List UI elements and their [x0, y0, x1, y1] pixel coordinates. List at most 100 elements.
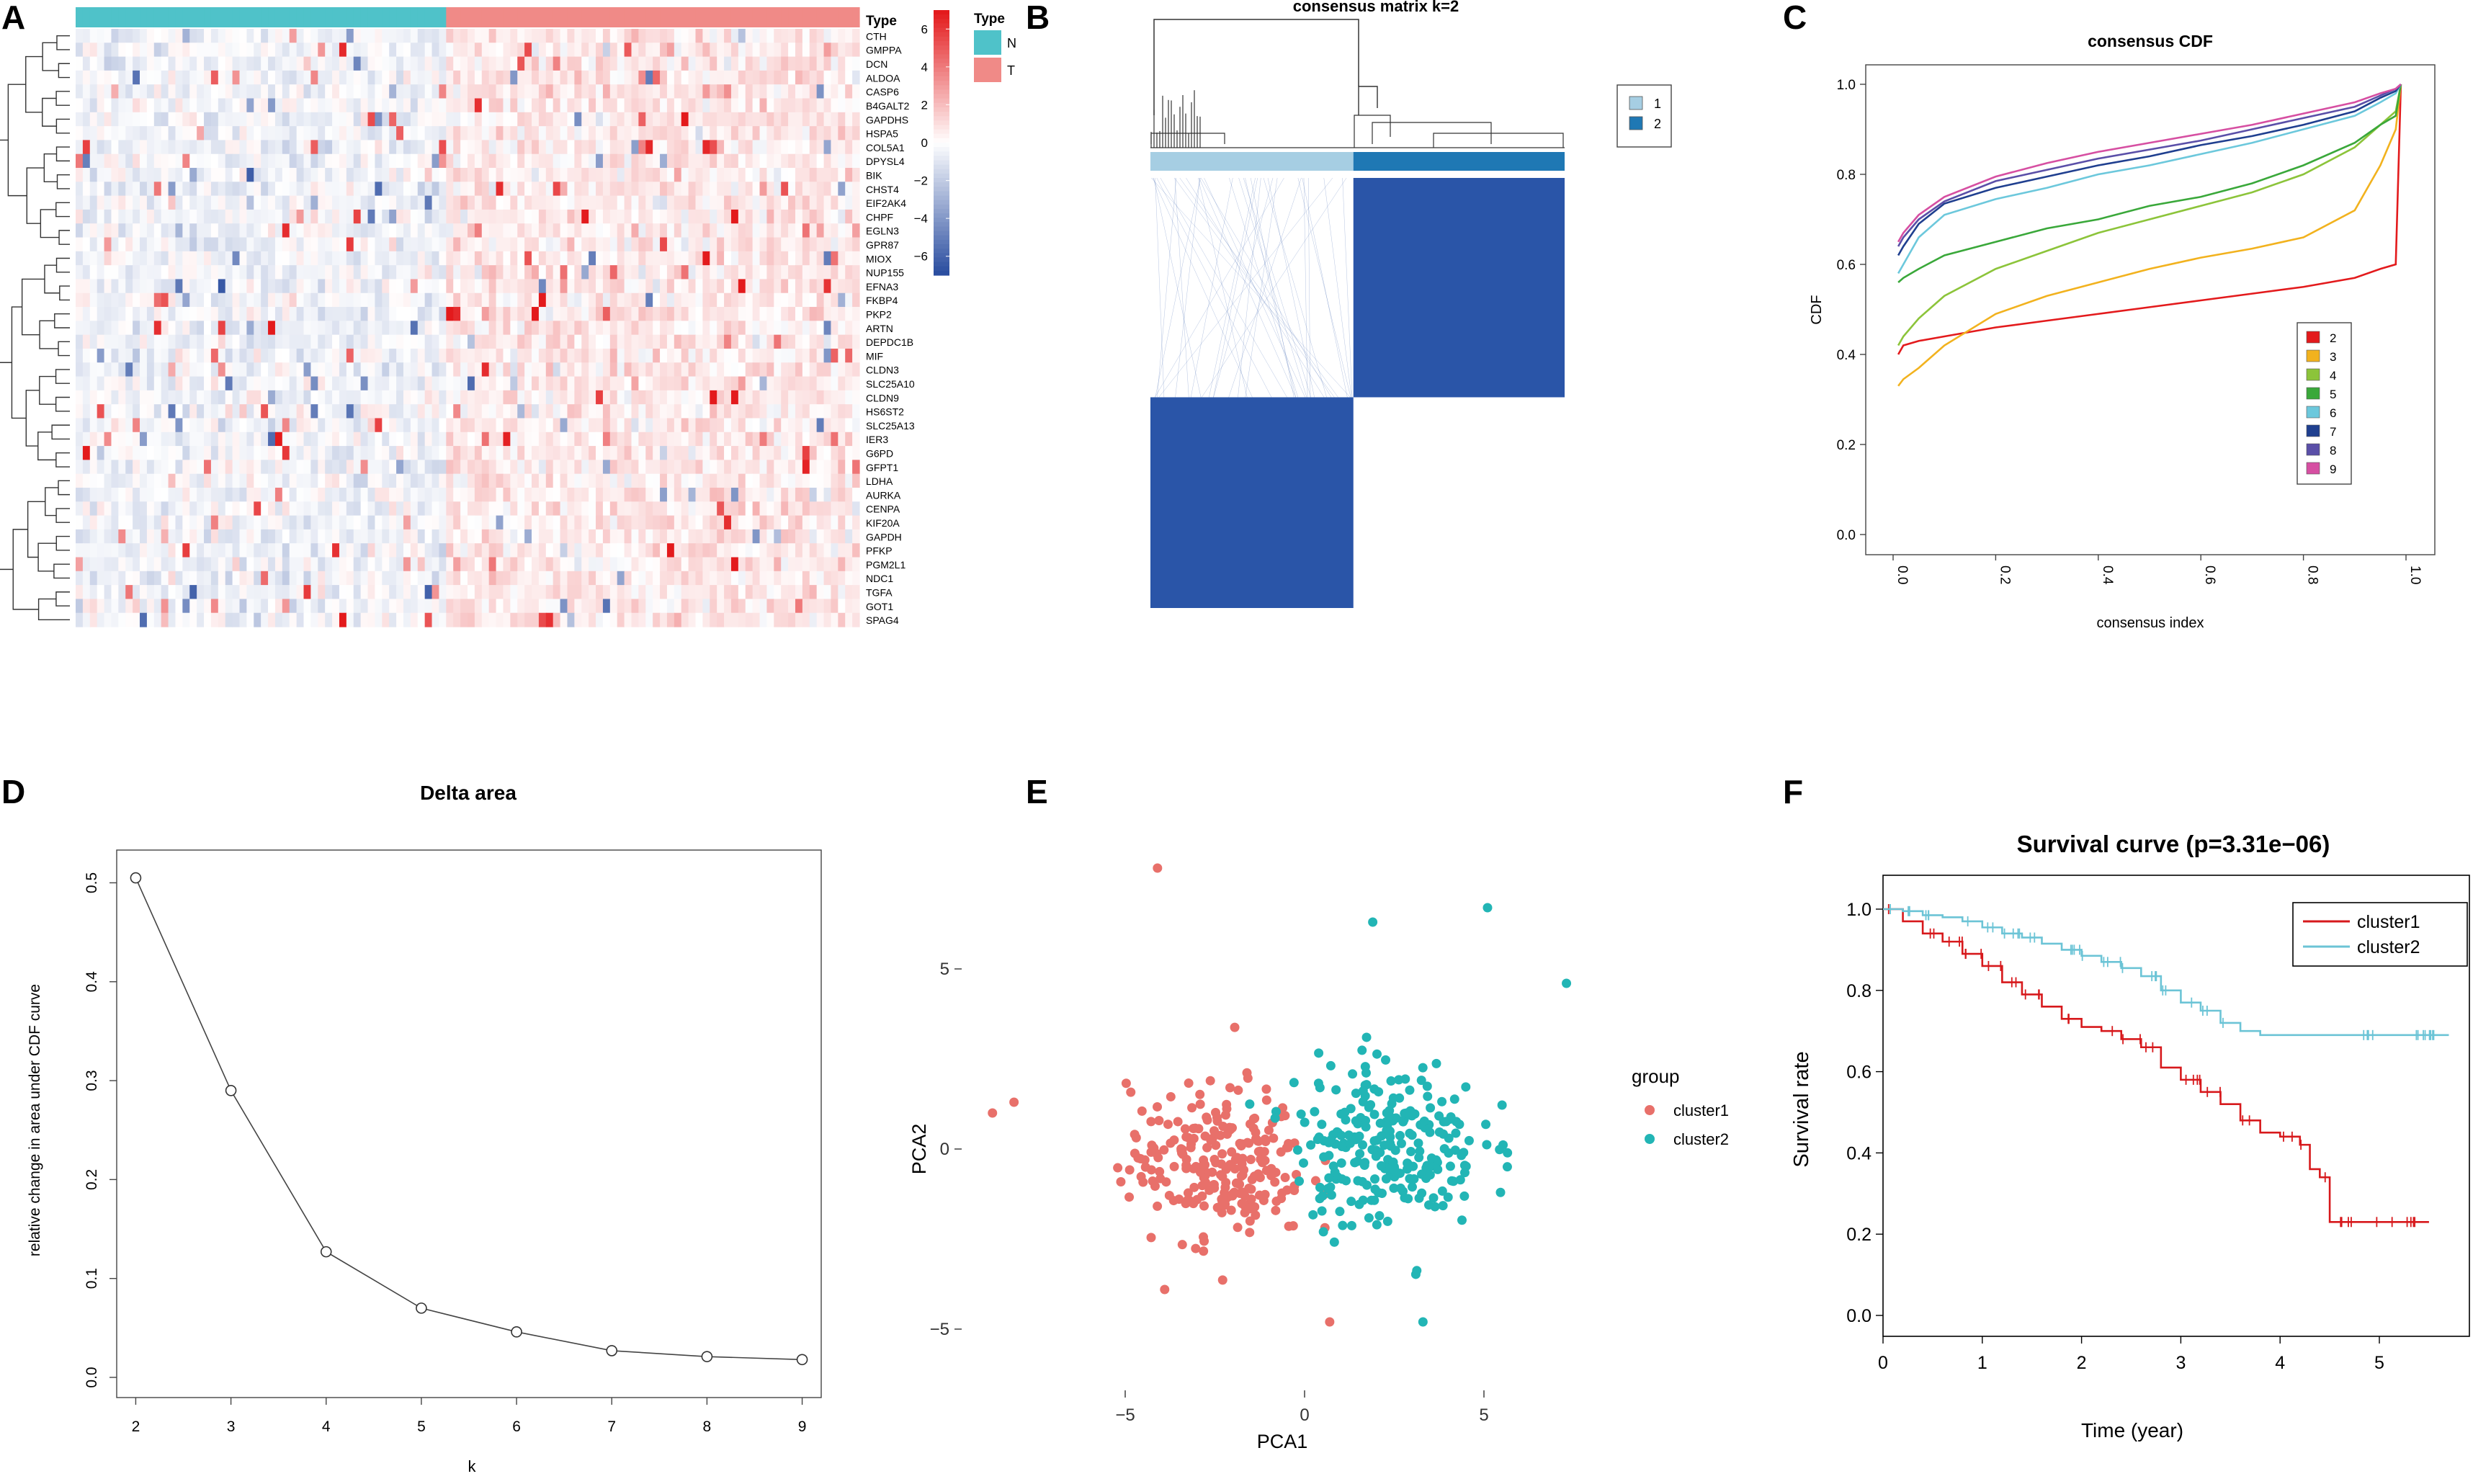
heatmap-cell: [674, 321, 682, 336]
heatmap-cell: [210, 585, 219, 599]
heatmap-cell: [97, 390, 105, 405]
heatmap-cell: [403, 153, 411, 169]
heatmap-cell: [574, 529, 582, 544]
annotation-cell: [567, 7, 575, 27]
heatmap-cell: [125, 84, 133, 99]
heatmap-cell: [268, 140, 276, 155]
heatmap-cell: [431, 487, 440, 502]
heatmap-cell: [660, 404, 668, 419]
heatmap-cell: [852, 209, 860, 224]
heatmap-cell: [631, 307, 639, 321]
heatmap-cell: [503, 571, 511, 586]
heatmap-cell: [125, 376, 133, 391]
heatmap-cell: [581, 390, 589, 405]
row-dendrogram-branch: [56, 174, 70, 189]
heatmap-cell: [261, 292, 269, 308]
heatmap-cell: [574, 599, 582, 614]
heatmap-cell: [125, 265, 133, 280]
heatmap-cell: [453, 265, 461, 280]
heatmap-cell: [182, 98, 190, 113]
heatmap-cell: [118, 43, 126, 58]
heatmap-cell: [289, 571, 298, 586]
heatmap-cell: [210, 56, 219, 71]
heatmap-cell: [296, 43, 305, 58]
heatmap-cell: [403, 515, 411, 530]
heatmap-cell: [553, 334, 561, 349]
heatmap-cell: [596, 390, 604, 405]
heatmap-cell: [602, 279, 611, 294]
heatmap-cell: [204, 404, 212, 419]
heatmap-cell: [781, 126, 789, 141]
annotation-cell: [161, 7, 169, 27]
heatmap-cell: [453, 195, 461, 210]
gene-label: HS6ST2: [866, 406, 904, 418]
heatmap-cell: [745, 112, 753, 127]
heatmap-cell: [289, 473, 298, 488]
heatmap-cell: [339, 29, 347, 43]
heatmap-cell: [189, 112, 197, 127]
heatmap-cell: [303, 98, 311, 113]
heatmap-cell: [339, 612, 347, 627]
heatmap-cell: [403, 98, 411, 113]
heatmap-cell: [759, 390, 768, 405]
heatmap-cell: [517, 473, 525, 488]
heatmap-cell: [318, 223, 326, 238]
heatmap-cell: [660, 543, 668, 558]
heatmap-cell: [389, 390, 397, 405]
heatmap-cell: [752, 571, 761, 586]
heatmap-cell: [204, 307, 212, 321]
heatmap-cell: [496, 599, 504, 614]
heatmap-cell: [375, 348, 383, 363]
heatmap-cell: [474, 43, 483, 58]
heatmap-cell: [268, 126, 276, 141]
heatmap-cell: [424, 612, 433, 627]
heatmap-cell: [660, 307, 668, 321]
heatmap-cell: [624, 29, 632, 43]
heatmap-cell: [717, 29, 725, 43]
heatmap-cell: [553, 460, 561, 475]
heatmap-cell: [802, 140, 810, 155]
heatmap-cell: [268, 112, 276, 127]
heatmap-cell: [431, 404, 440, 419]
heatmap-cell: [503, 265, 511, 280]
heatmap-cell: [303, 70, 311, 85]
annotation-cell: [631, 7, 639, 27]
heatmap-cell: [589, 29, 596, 43]
heatmap-cell: [296, 237, 305, 252]
heatmap-cell: [76, 153, 84, 169]
heatmap-cell: [496, 460, 504, 475]
heatmap-cell: [325, 529, 333, 544]
heatmap-cell: [197, 460, 205, 475]
heatmap-cell: [254, 557, 261, 572]
heatmap-cell: [710, 209, 717, 224]
heatmap-cell: [318, 543, 326, 558]
heatmap-cell: [581, 29, 589, 43]
heatmap-cell: [318, 460, 326, 475]
heatmap-cell: [609, 460, 618, 475]
row-dendrogram-branch: [42, 42, 59, 71]
heatmap-cell: [76, 446, 84, 460]
heatmap-cell: [460, 84, 468, 99]
heatmap-cell: [666, 292, 675, 308]
annotation-cell: [460, 7, 468, 27]
annotation-cell: [318, 7, 326, 27]
heatmap-cell: [161, 223, 169, 238]
heatmap-cell: [845, 599, 853, 614]
heatmap-cell: [182, 543, 190, 558]
heatmap-cell: [852, 432, 860, 447]
heatmap-cell: [710, 43, 717, 58]
heatmap-cell: [717, 307, 725, 321]
heatmap-cell: [759, 487, 768, 502]
heatmap-cell: [382, 418, 390, 433]
heatmap-cell: [140, 237, 148, 252]
heatmap-cell: [645, 182, 653, 197]
heatmap-cell: [417, 292, 426, 308]
heatmap-cell: [524, 612, 532, 627]
heatmap-cell: [631, 209, 639, 224]
heatmap-cell: [403, 362, 411, 377]
heatmap-cell: [788, 195, 796, 210]
heatmap-cell: [332, 209, 340, 224]
heatmap-cell: [289, 223, 298, 238]
heatmap-cell: [403, 251, 411, 266]
heatmap-cell: [759, 29, 768, 43]
